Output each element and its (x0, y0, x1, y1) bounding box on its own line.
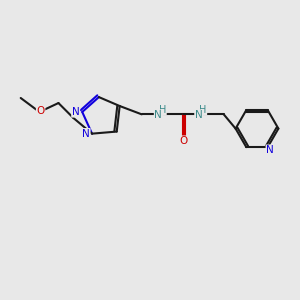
Text: O: O (37, 106, 45, 116)
Text: H: H (199, 105, 207, 115)
Text: N: N (195, 110, 202, 120)
Text: N: N (82, 129, 90, 139)
Text: N: N (154, 110, 162, 120)
Text: O: O (179, 136, 188, 146)
Text: N: N (266, 145, 274, 155)
Text: H: H (159, 105, 166, 115)
Text: N: N (72, 107, 80, 117)
